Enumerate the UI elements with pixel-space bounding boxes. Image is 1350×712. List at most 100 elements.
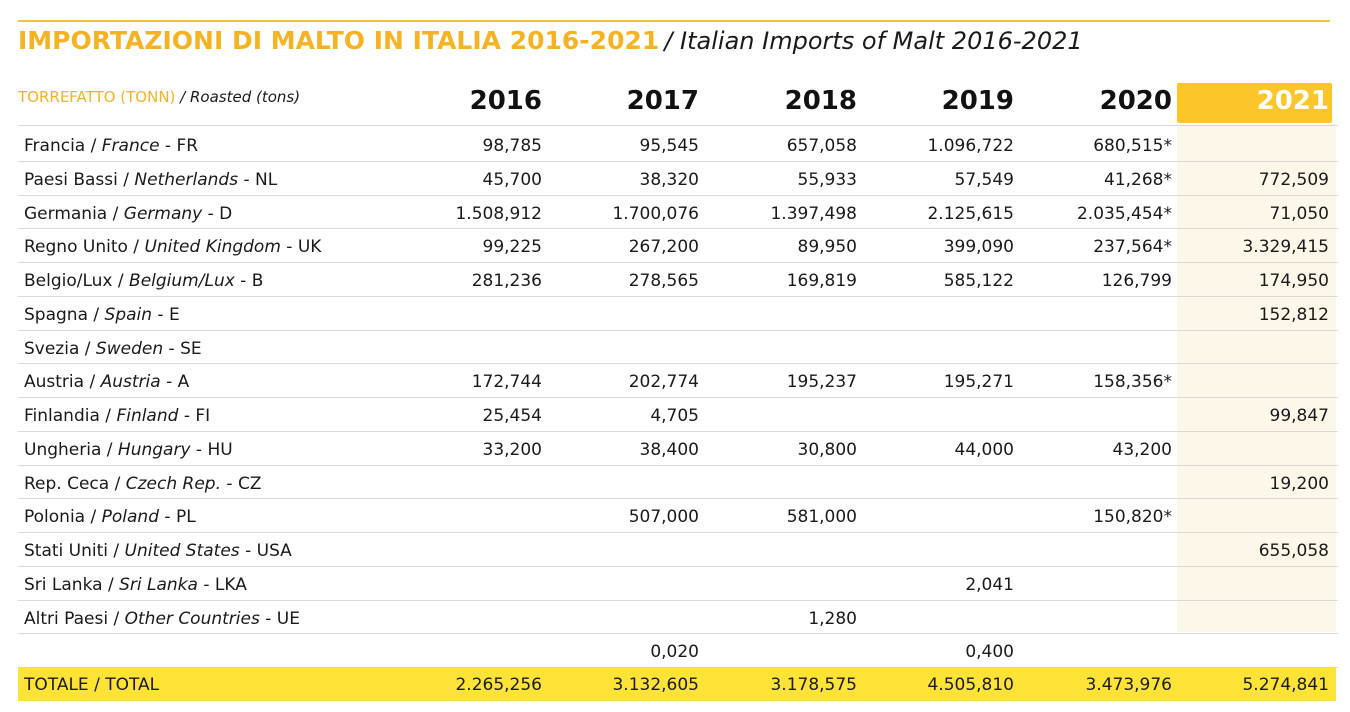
title-english: / Italian Imports of Malt 2016-2021 [664, 27, 1083, 55]
value-cell-2018: 195,237 [786, 372, 857, 393]
value-cell-2016: 45,700 [482, 169, 542, 190]
row-divider [18, 565, 1338, 567]
row-divider [18, 329, 1338, 331]
value-cell-2019: 195,271 [943, 372, 1014, 393]
table-row: Svezia / Sweden - SE [18, 331, 1338, 364]
total-value-2020: 3.473,976 [1085, 675, 1172, 695]
value-cell-2019: 2.125,615 [927, 203, 1014, 224]
row-divider [18, 194, 1338, 196]
country-code: A [177, 372, 190, 393]
value-cell-2021: 3.329,415 [1242, 237, 1329, 258]
country-english: Poland [101, 507, 159, 528]
value-cell-2021: 174,950 [1258, 271, 1329, 291]
table-row: Sri Lanka / Sri Lanka - LKA 2,041 [18, 567, 1338, 600]
country-italian: Germania [24, 203, 108, 224]
row-country-label: Austria / Austria - A [24, 372, 190, 393]
country-code: FI [195, 406, 211, 426]
country-italian: Altri Paesi [24, 608, 109, 629]
value-cell-2020: 680,515* [1093, 136, 1172, 156]
country-italian: Stati Uniti [24, 541, 108, 561]
country-english: Germany [123, 203, 203, 224]
country-english: Spain [104, 304, 153, 325]
country-italian: Sri Lanka [24, 574, 103, 595]
table-row: Stati Uniti / United States - USA 655,058 [18, 533, 1338, 566]
value-cell-2021: 71,050 [1269, 203, 1329, 224]
country-code: HU [207, 439, 233, 460]
value-cell-2017: 202,774 [628, 372, 699, 393]
row-divider [18, 262, 1338, 263]
country-italian: Ungheria [24, 439, 102, 460]
page-title: IMPORTAZIONI DI MALTO IN ITALIA 2016-202… [18, 26, 1083, 62]
value-cell-2021: 19,200 [1269, 473, 1329, 494]
value-cell-2016: 172,744 [471, 372, 542, 393]
value-cell-2016: 1.508,912 [455, 203, 542, 224]
country-english: Finland [116, 406, 179, 426]
country-code: B [251, 271, 264, 291]
row-divider [18, 464, 1338, 466]
table-row: Rep. Ceca / Czech Rep. - CZ 19,200 [18, 466, 1338, 499]
country-english: United States [124, 541, 240, 561]
value-cell-2019: 1.096,722 [927, 136, 1014, 156]
value-cell-2016: 281,236 [471, 271, 542, 291]
subheading-english: / Roasted (tons) [180, 88, 301, 106]
value-cell-2018: 169,819 [786, 271, 857, 291]
country-code: SE [180, 338, 202, 359]
highlight-header-2021 [1177, 83, 1332, 123]
row-country-label: Francia / France - FR [24, 136, 199, 156]
subheading-italian: TORREFATTO (TONN) [18, 88, 176, 106]
value-cell-2018: 89,950 [797, 237, 857, 258]
row-country-label: Paesi Bassi / Netherlands - NL [24, 169, 278, 190]
row-country-label: Altri Paesi / Other Countries - UE [24, 608, 300, 629]
row-divider [18, 363, 1338, 365]
row-divider [18, 160, 1338, 162]
row-country-label: Stati Uniti / United States - USA [24, 541, 292, 561]
total-label-italian: TOTALE [24, 675, 89, 695]
country-code: NL [255, 169, 278, 190]
country-english: Austria [100, 372, 161, 393]
value-cell-2019: 2,041 [965, 574, 1014, 595]
country-english: Netherlands [134, 169, 239, 190]
table-row: 0,020 0,400 [18, 634, 1338, 667]
country-code: FR [176, 136, 199, 156]
table-row: Belgio/Lux / Belgium/Lux - B 281,236 278,5… [18, 263, 1338, 296]
table-row: Polonia / Poland - PL 507,000 581,000 150,8… [18, 499, 1338, 532]
value-cell-2021: 99,847 [1269, 406, 1329, 426]
value-cell-2021: 772,509 [1258, 169, 1329, 190]
value-cell-2018: 1,280 [808, 608, 857, 629]
country-code: UE [276, 608, 300, 629]
value-cell-2019: 44,000 [954, 439, 1014, 460]
country-italian: Finlandia [24, 406, 100, 426]
table-row: Spagna / Spain - E 152,812 [18, 297, 1338, 330]
value-cell-2016: 98,785 [482, 136, 542, 156]
row-country-label: Svezia / Sweden - SE [24, 338, 202, 359]
country-english: Czech Rep. [125, 473, 221, 494]
year-header-4: 2020 [1099, 86, 1172, 116]
header-divider [18, 125, 1338, 126]
country-code: UK [297, 237, 322, 258]
row-country-label: Finlandia / Finland - FI [24, 406, 211, 426]
value-cell-2020: 41,268* [1104, 169, 1172, 190]
country-english: Other Countries [124, 608, 260, 629]
value-cell-2020: 43,200 [1112, 439, 1172, 460]
country-code: E [168, 304, 180, 325]
table-subheading: TORREFATTO (TONN) / Roasted (tons) [18, 88, 300, 106]
country-italian: Francia [24, 136, 86, 156]
table-row: Altri Paesi / Other Countries - UE 1,280 [18, 601, 1338, 634]
row-divider [18, 633, 1338, 635]
title-italian: IMPORTAZIONI DI MALTO IN ITALIA 2016-202… [18, 26, 660, 55]
row-country-label: Belgio/Lux / Belgium/Lux - B [24, 271, 264, 291]
row-country-label: Rep. Ceca / Czech Rep. - CZ [24, 473, 262, 494]
total-label: TOTALE / TOTAL [24, 675, 160, 695]
row-country-label: Spagna / Spain - E [24, 304, 180, 325]
total-value-2016: 2.265,256 [455, 675, 542, 695]
value-cell-2018: 657,058 [786, 136, 857, 156]
value-cell-2016: 25,454 [482, 406, 542, 426]
total-value-2021: 5.274,841 [1242, 675, 1329, 695]
country-italian: Spagna [24, 304, 88, 325]
country-code: D [219, 203, 233, 224]
value-cell-2016: 99,225 [482, 237, 542, 258]
row-divider [18, 532, 1338, 533]
value-cell-2018: 30,800 [797, 439, 857, 460]
country-code: LKA [214, 574, 247, 595]
table-row: Francia / France - FR 98,785 95,545 657,058… [18, 128, 1338, 161]
